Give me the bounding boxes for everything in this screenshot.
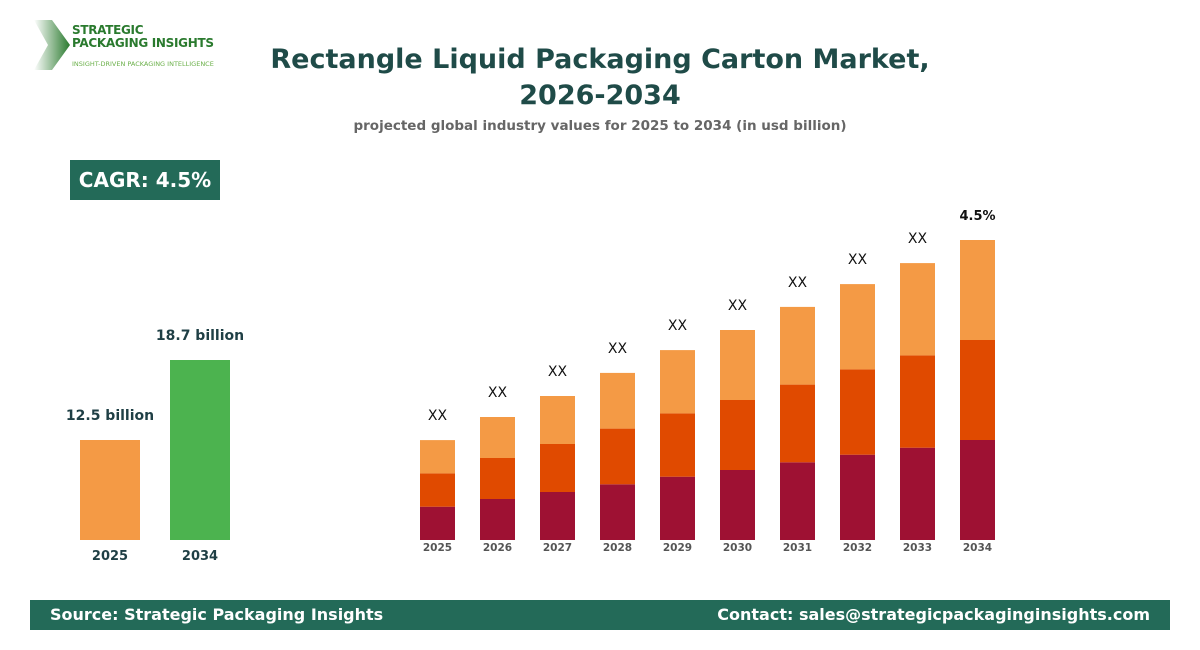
bar-segment-2028-3 (600, 372, 635, 429)
bar-segment-2031-2 (780, 384, 815, 463)
x-tick-label: 2034 (182, 549, 218, 564)
contact-text: Contact: sales@strategicpackaginginsight… (717, 605, 1150, 624)
x-tick-label: 2025 (92, 549, 128, 564)
bar-segment-2030-2 (720, 400, 755, 470)
data-label: XX (428, 408, 448, 424)
x-tick-label: 2029 (663, 542, 692, 554)
bar-segment-2028-2 (600, 428, 635, 485)
data-label: XX (788, 275, 808, 291)
bar-segment-2026-2 (480, 458, 515, 499)
bar-segment-2033-2 (900, 355, 935, 448)
logo-text: STRATEGIC PACKAGING INSIGHTS (72, 23, 214, 50)
bar-segment-2032-2 (840, 369, 875, 455)
x-tick-label: 2032 (843, 542, 872, 554)
data-label: 4.5% (959, 209, 995, 224)
data-label: XX (728, 298, 748, 314)
bar-segment-2027-1 (540, 492, 575, 540)
data-label: XX (548, 364, 568, 380)
bar-segment-2030-1 (720, 470, 755, 540)
chart-subtitle: projected global industry values for 202… (353, 118, 847, 134)
bar-2025 (80, 440, 140, 540)
bar-segment-2025-3 (420, 440, 455, 474)
bar-segment-2027-3 (540, 396, 575, 444)
logo-tagline: INSIGHT-DRIVEN PACKAGING INTELLIGENCE (72, 60, 214, 68)
x-tick-label: 2027 (543, 542, 572, 554)
bar-segment-2026-3 (480, 417, 515, 458)
chart-title: Rectangle Liquid Packaging Carton Market… (270, 44, 930, 75)
bar-segment-2032-3 (840, 284, 875, 370)
source-text: Source: Strategic Packaging Insights (50, 605, 384, 624)
data-label: XX (488, 385, 508, 401)
data-label: 12.5 billion (66, 408, 154, 424)
bar-segment-2031-1 (780, 462, 815, 540)
x-tick-label: 2034 (963, 542, 992, 554)
logo-chevron-icon (34, 20, 70, 70)
bar-segment-2028-1 (600, 484, 635, 540)
footer-bar: Source: Strategic Packaging Insights Con… (30, 600, 1170, 630)
data-label: XX (668, 318, 688, 334)
bar-segment-2034-1 (960, 440, 995, 540)
bar-segment-2033-1 (900, 447, 935, 540)
bar-segment-2026-1 (480, 499, 515, 540)
x-tick-label: 2031 (783, 542, 812, 554)
bar-segment-2027-2 (540, 444, 575, 492)
bar-segment-2029-1 (660, 476, 695, 540)
bar-segment-2033-3 (900, 263, 935, 356)
bar-segment-2029-3 (660, 350, 695, 414)
data-label: XX (908, 231, 928, 247)
data-label: XX (848, 252, 868, 268)
chart-area: 12.5 billion 2025 18.7 billion 2034 XX 2025 XX… (66, 209, 996, 564)
bar-segment-2029-2 (660, 413, 695, 477)
x-tick-label: 2033 (903, 542, 932, 554)
x-tick-label: 2028 (603, 542, 632, 554)
bar-segment-2031-3 (780, 306, 815, 385)
bar-segment-2032-1 (840, 454, 875, 540)
bar-segment-2025-1 (420, 506, 455, 540)
bar-2034 (170, 360, 230, 540)
bar-segment-2034-2 (960, 340, 995, 440)
data-label: 18.7 billion (156, 328, 244, 344)
bar-segment-2025-2 (420, 473, 455, 507)
chart-title-line2: 2026-2034 (519, 80, 681, 111)
cagr-badge: CAGR: 4.5% (70, 160, 220, 200)
bar-segment-2030-3 (720, 330, 755, 400)
x-tick-label: 2030 (723, 542, 752, 554)
data-label: XX (608, 341, 628, 357)
bar-segment-2034-3 (960, 240, 995, 340)
x-tick-label: 2026 (483, 542, 512, 554)
x-tick-label: 2025 (423, 542, 452, 554)
